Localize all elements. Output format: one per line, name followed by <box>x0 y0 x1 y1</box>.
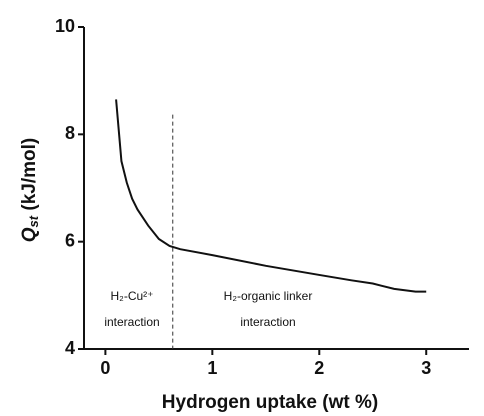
y-tick-label: 4 <box>65 338 75 358</box>
y-tick-label: 10 <box>55 16 75 36</box>
y-label-rest: (kJ/mol) <box>19 138 40 216</box>
y-tick-label: 6 <box>65 230 75 250</box>
x-tick-label: 3 <box>421 358 431 378</box>
y-label-main: Q <box>19 227 40 242</box>
annotation: H₂-Cu²⁺ <box>111 289 154 303</box>
x-tick-label: 1 <box>207 358 217 378</box>
x-axis-label: Hydrogen uptake (wt %) <box>162 392 378 413</box>
y-tick-label: 8 <box>65 123 75 143</box>
data-line <box>115 99 427 293</box>
annotation: interaction <box>104 315 159 329</box>
annotation: H₂-organic linker <box>224 289 313 303</box>
y-label-sub: st <box>26 215 41 227</box>
y-axis-label: Qst (kJ/mol) <box>19 138 41 242</box>
annotation: interaction <box>240 315 295 329</box>
x-tick-label: 2 <box>314 358 324 378</box>
x-tick-label: 0 <box>100 358 110 378</box>
